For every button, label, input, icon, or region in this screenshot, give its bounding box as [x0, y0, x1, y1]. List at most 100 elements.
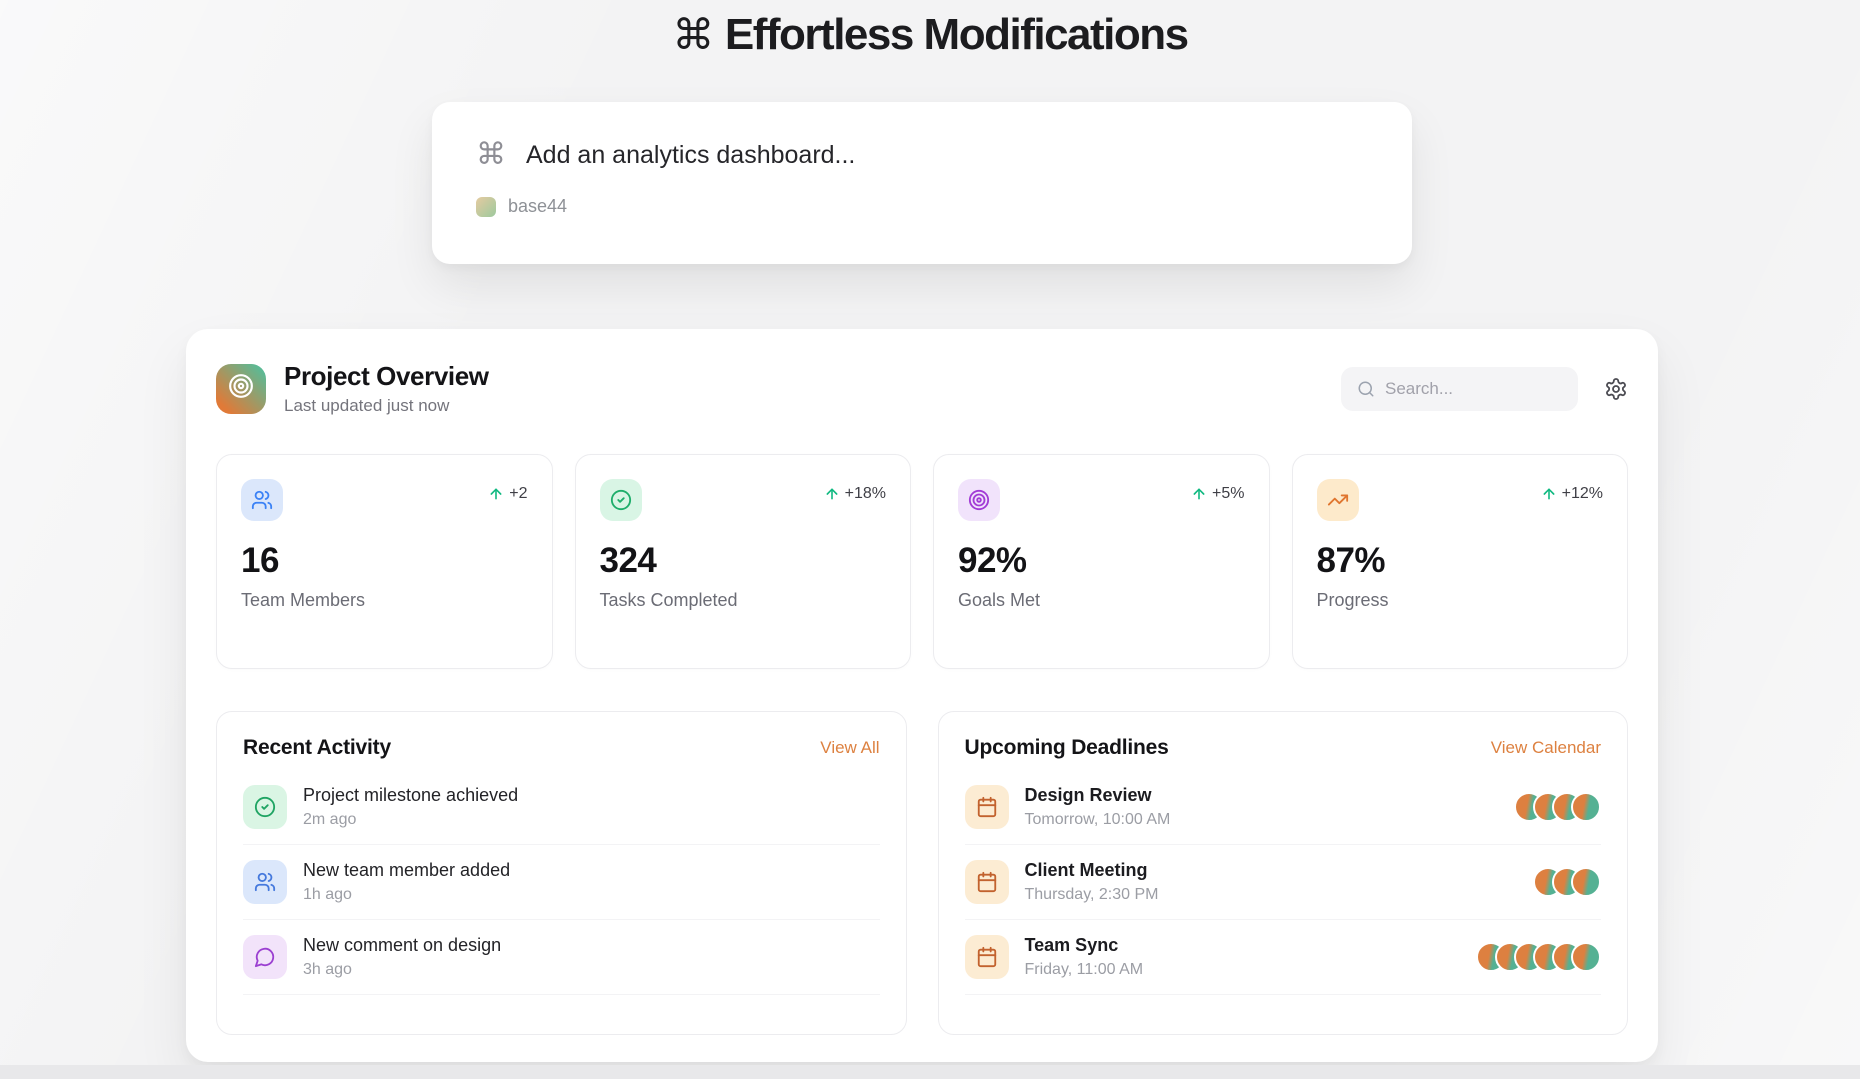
app-logo: [216, 363, 266, 414]
users-icon: [251, 490, 273, 510]
arrow-up-icon: [1191, 486, 1207, 502]
gear-icon: [1604, 377, 1628, 401]
base44-badge-label: base44: [508, 196, 568, 216]
stat-change: +5%: [1191, 485, 1245, 503]
list-item-text: Design Review Tomorrow, 10:00 AM: [1025, 785, 1499, 829]
settings-button[interactable]: [1604, 377, 1628, 401]
base44-badge[interactable]: base44: [476, 196, 1368, 217]
search-input[interactable]: [1385, 378, 1545, 399]
calendar-icon: [964, 860, 1009, 904]
trending-up-icon: [1327, 494, 1348, 506]
stat-change: +2: [488, 485, 528, 503]
list-item[interactable]: Design Review Tomorrow, 10:00 AM: [964, 770, 1601, 845]
prompt-card: ⌘ base44: [432, 102, 1412, 264]
target-icon: [958, 479, 1000, 521]
arrow-up-icon: [824, 486, 840, 502]
users-icon: [241, 479, 283, 521]
stat-card: +2 16 Team Members: [216, 454, 553, 669]
list-item[interactable]: New comment on design 3h ago: [243, 920, 880, 995]
stat-change-value: +5%: [1212, 485, 1245, 502]
dashboard-header: Project Overview Last updated just now: [216, 361, 1628, 416]
stat-card: +5% 92% Goals Met: [933, 454, 1270, 669]
avatar-stack: [1476, 942, 1601, 972]
stat-change: +12%: [1541, 485, 1603, 503]
calendar-icon: [964, 785, 1009, 829]
list-item-time: 2m ago: [303, 811, 357, 828]
list-item-text: New team member added 1h ago: [303, 860, 880, 904]
gear-icon: [1606, 377, 1626, 400]
arrow-up-icon: [1543, 488, 1555, 500]
stat-change-value: +12%: [1561, 485, 1603, 502]
stat-value: 16: [241, 541, 279, 580]
stat-change-value: +18%: [844, 485, 886, 502]
stat-card: +12% 87% Progress: [1291, 454, 1628, 669]
list-item-title: Design Review: [1024, 785, 1152, 805]
avatar: [1571, 792, 1601, 822]
list-item[interactable]: Client Meeting Thursday, 2:30 PM: [964, 845, 1601, 920]
stat-value: 324: [599, 541, 657, 580]
users-icon: [243, 860, 287, 904]
calendar-icon: [977, 796, 996, 818]
activity-list: Project milestone achieved 2m ago New te…: [243, 770, 880, 995]
prompt-row: ⌘: [476, 140, 1368, 170]
list-item-time: 1h ago: [303, 886, 352, 903]
stat-value: 92%: [958, 541, 1027, 580]
list-item-text: Client Meeting Thursday, 2:30 PM: [1025, 860, 1518, 904]
calendar-icon: [977, 946, 996, 968]
list-item[interactable]: Team Sync Friday, 11:00 AM: [964, 920, 1601, 995]
message-circle-icon: [243, 935, 287, 979]
stat-card-top: +2: [241, 479, 528, 521]
stat-label: Progress: [1316, 590, 1389, 610]
stat-label: Team Members: [241, 590, 366, 610]
page-bottom-strip: [0, 1065, 1860, 1079]
view-calendar-link[interactable]: View Calendar: [1490, 738, 1601, 757]
command-icon: ⌘: [476, 138, 506, 171]
list-item-text: New comment on design 3h ago: [303, 935, 880, 979]
bottom-sections: Recent Activity View All Project milesto…: [216, 711, 1628, 1035]
check-circle-icon: [254, 796, 276, 818]
search-icon: [1358, 381, 1374, 396]
page-title-text: Effortless Modifications: [724, 10, 1189, 59]
arrow-up-icon: [1541, 486, 1557, 502]
stat-label: Goals Met: [958, 590, 1041, 610]
arrow-up-icon: [490, 488, 502, 500]
dashboard-subtitle: Last updated just now: [284, 396, 450, 415]
dashboard-header-right: [1341, 366, 1628, 411]
list-item-title: Team Sync: [1024, 935, 1119, 955]
list-item-title: New team member added: [303, 860, 511, 880]
upcoming-deadlines-title: Upcoming Deadlines: [964, 736, 1169, 759]
stat-change-value: +2: [509, 485, 528, 502]
list-item-title: New comment on design: [303, 935, 502, 955]
trending-up-icon: [1316, 479, 1359, 521]
search-icon: [1357, 380, 1375, 398]
stat-change: +18%: [824, 485, 886, 503]
list-item-title: Client Meeting: [1024, 860, 1148, 880]
avatar: [1571, 867, 1601, 897]
stat-card-top: +5%: [958, 479, 1245, 521]
view-all-link[interactable]: View All: [820, 738, 880, 757]
avatar-stack: [1514, 792, 1601, 822]
message-circle-icon: [254, 947, 275, 968]
list-item[interactable]: New team member added 1h ago: [243, 845, 880, 920]
arrow-up-icon: [1193, 488, 1205, 500]
search-box[interactable]: [1341, 366, 1578, 411]
list-item-text: Project milestone achieved 2m ago: [303, 785, 880, 829]
recent-activity-title: Recent Activity: [243, 736, 391, 759]
page-title: ⌘ Effortless Modifications: [0, 0, 1860, 60]
dashboard-title-block: Project Overview Last updated just now: [284, 361, 489, 416]
dashboard-title: Project Overview: [284, 361, 489, 391]
dashboard-card: Project Overview Last updated just now +…: [186, 329, 1658, 1062]
target-icon: [968, 489, 990, 511]
list-item-text: Team Sync Friday, 11:00 AM: [1025, 935, 1461, 979]
stat-value: 87%: [1316, 541, 1386, 580]
upcoming-deadlines-header: Upcoming Deadlines View Calendar: [965, 736, 1602, 760]
recent-activity-header: Recent Activity View All: [243, 736, 880, 760]
list-item[interactable]: Project milestone achieved 2m ago: [243, 770, 880, 845]
stat-card: +18% 324 Tasks Completed: [574, 454, 911, 669]
stat-label: Tasks Completed: [599, 590, 738, 610]
prompt-input[interactable]: [526, 140, 1286, 170]
calendar-icon: [977, 871, 996, 893]
list-item-title: Project milestone achieved: [303, 785, 519, 805]
list-item-time: Friday, 11:00 AM: [1024, 961, 1144, 978]
